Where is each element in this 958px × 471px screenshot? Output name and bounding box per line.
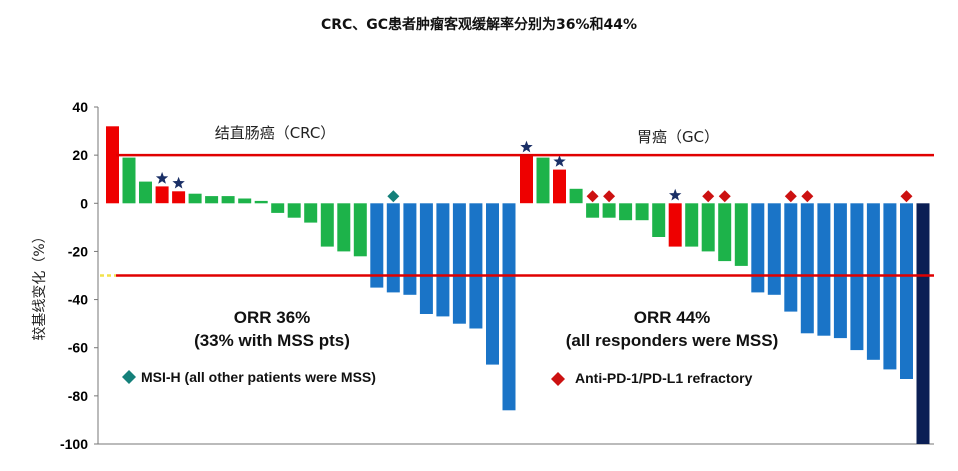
bar-patient bbox=[635, 203, 649, 221]
y-tick-label: -100 bbox=[60, 436, 88, 452]
diamond-icon bbox=[702, 190, 715, 203]
bar-patient bbox=[403, 203, 417, 295]
diamond-icon bbox=[801, 190, 814, 203]
bar-patient bbox=[536, 157, 550, 204]
bar-patient bbox=[486, 203, 499, 365]
bar-patient bbox=[452, 203, 466, 324]
y-axis-label: 较基线变化（%） bbox=[31, 229, 48, 340]
bar-patient bbox=[751, 203, 765, 293]
bar-patient bbox=[287, 203, 301, 218]
bar-patient bbox=[106, 126, 119, 204]
bar-patient bbox=[139, 181, 152, 204]
bar-patient bbox=[304, 203, 318, 223]
bar-patient bbox=[386, 203, 400, 293]
bar-patient bbox=[569, 188, 583, 204]
bar-patient bbox=[502, 203, 516, 411]
bar-patient bbox=[586, 203, 600, 218]
legend-msi-h-diamond-icon bbox=[122, 370, 136, 384]
y-tick-label: -40 bbox=[68, 292, 88, 308]
star-icon bbox=[520, 140, 533, 153]
chart-title: CRC、GC患者肿瘤客观缓解率分别为36%和44% bbox=[320, 17, 638, 33]
bar-patient bbox=[817, 203, 831, 336]
legend-refractory-diamond-icon bbox=[551, 372, 565, 386]
bar-patient bbox=[188, 193, 202, 204]
orr-gc-line2: (all responders were MSS) bbox=[566, 331, 779, 350]
bar-patient bbox=[353, 203, 367, 257]
bar-patient bbox=[652, 203, 666, 237]
y-tick-label: -20 bbox=[68, 243, 88, 259]
bar-patient bbox=[718, 203, 732, 262]
bar-patient bbox=[833, 203, 847, 339]
bar-patient bbox=[238, 198, 252, 204]
bar-patient bbox=[602, 203, 616, 218]
orr-crc-line2: (33% with MSS pts) bbox=[194, 331, 350, 350]
bar-patient bbox=[668, 203, 682, 247]
y-tick-label: 20 bbox=[72, 147, 88, 163]
bar-patient bbox=[619, 203, 633, 221]
bar-patient bbox=[784, 203, 798, 312]
diamond-icon bbox=[586, 190, 599, 203]
star-icon bbox=[669, 188, 682, 201]
bar-patient bbox=[172, 191, 186, 204]
bar-patient bbox=[419, 203, 433, 314]
diamond-icon bbox=[718, 190, 731, 203]
diamond-icon bbox=[784, 190, 797, 203]
star-icon bbox=[172, 176, 185, 189]
bar-patient bbox=[866, 203, 880, 360]
bar-patient bbox=[685, 203, 699, 247]
bar-patient bbox=[800, 203, 814, 334]
bar-patient bbox=[883, 203, 897, 370]
bars-layer bbox=[106, 126, 930, 444]
orr-gc-line1: ORR 44% bbox=[634, 308, 711, 327]
bar-patient bbox=[701, 203, 715, 252]
bar-patient bbox=[767, 203, 781, 295]
bar-patient bbox=[469, 203, 483, 329]
bar-patient bbox=[520, 155, 533, 204]
y-tick-label: 0 bbox=[80, 195, 88, 211]
bar-patient bbox=[337, 203, 351, 252]
axis-layer: 40 20 0 -20 -40 -60 -80 -100 bbox=[60, 99, 934, 452]
group-label-crc: 结直肠癌（CRC） bbox=[215, 124, 336, 142]
legend-refractory-label: Anti-PD-1/PD-L1 refractory bbox=[575, 370, 753, 386]
bar-patient bbox=[155, 186, 169, 204]
bar-patient bbox=[254, 200, 268, 204]
bar-patient bbox=[900, 203, 913, 379]
diamond-icon bbox=[603, 190, 616, 203]
star-icon bbox=[553, 155, 566, 167]
y-tick-label: -80 bbox=[68, 388, 88, 404]
bar-patient bbox=[271, 203, 285, 213]
bar-patient bbox=[734, 203, 748, 266]
bar-patient bbox=[320, 203, 334, 247]
bar-patient bbox=[122, 157, 136, 204]
orr-crc-line1: ORR 36% bbox=[234, 308, 311, 327]
bar-patient bbox=[553, 169, 566, 204]
ref-line-layer bbox=[100, 153, 934, 277]
bar-patient bbox=[205, 196, 219, 204]
marker-layer bbox=[155, 140, 913, 203]
bar-patient bbox=[916, 203, 930, 444]
y-tick-label: -60 bbox=[68, 340, 88, 356]
legend-msi-h-label: MSI-H (all other patients were MSS) bbox=[141, 369, 376, 385]
star-icon bbox=[155, 171, 169, 184]
bar-patient bbox=[221, 196, 235, 204]
group-label-gc: 胃癌（GC） bbox=[637, 128, 719, 146]
bar-patient bbox=[436, 203, 450, 317]
diamond-icon bbox=[387, 190, 400, 203]
y-tick-label: 40 bbox=[72, 99, 88, 115]
bar-patient bbox=[370, 203, 384, 288]
diamond-icon bbox=[900, 190, 913, 203]
